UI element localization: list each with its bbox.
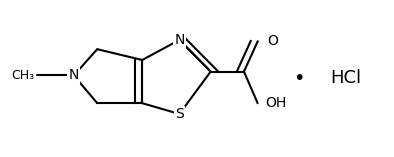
Text: O: O	[268, 35, 278, 49]
Text: CH₃: CH₃	[11, 69, 35, 82]
Text: •: •	[293, 69, 305, 88]
Text: N: N	[69, 68, 79, 82]
Text: S: S	[175, 107, 184, 121]
Text: N: N	[174, 33, 184, 47]
Text: HCl: HCl	[330, 70, 361, 87]
Text: OH: OH	[266, 96, 287, 110]
